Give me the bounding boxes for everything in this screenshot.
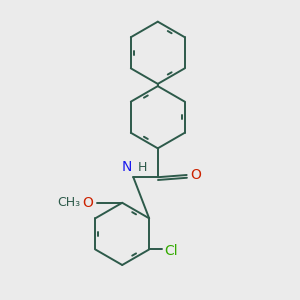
Text: N: N	[122, 160, 132, 174]
Text: O: O	[82, 196, 93, 210]
Text: H: H	[138, 161, 147, 174]
Text: O: O	[190, 168, 201, 182]
Text: CH₃: CH₃	[57, 196, 80, 209]
Text: Cl: Cl	[165, 244, 178, 258]
